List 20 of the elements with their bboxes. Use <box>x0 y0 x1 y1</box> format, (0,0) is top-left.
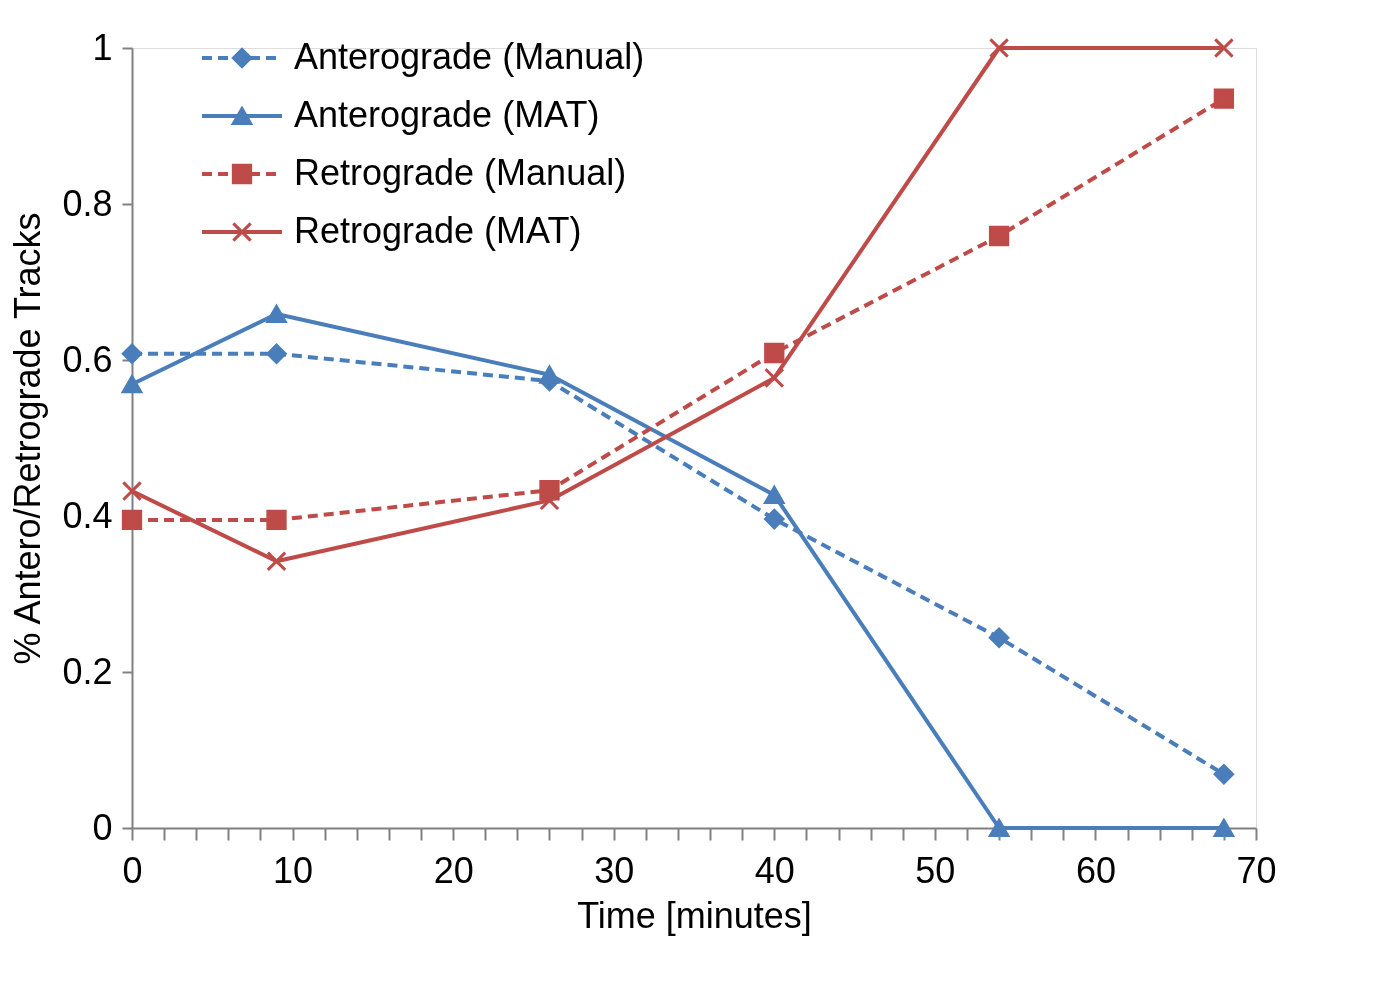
y-tick-label: 0.2 <box>62 650 113 692</box>
x-tick-label: 0 <box>122 849 143 891</box>
x-tick-label: 40 <box>754 849 795 891</box>
y-tick-label: 1 <box>92 26 113 68</box>
y-tick-label: 0.4 <box>62 494 113 536</box>
x-tick-label: 50 <box>915 849 956 891</box>
y-tick-label: 0 <box>92 806 113 848</box>
legend-label: Anterograde (Manual) <box>294 36 645 77</box>
x-tick-label: 20 <box>433 849 474 891</box>
legend-label: Retrograde (Manual) <box>294 152 627 193</box>
y-tick-label: 0.6 <box>62 338 113 380</box>
x-axis-title: Time [minutes] <box>577 894 812 936</box>
y-axis-title: % Antero/Retrograde Tracks <box>7 212 49 665</box>
x-tick-label: 70 <box>1236 849 1277 891</box>
x-tick-label: 10 <box>273 849 314 891</box>
x-tick-label: 60 <box>1075 849 1116 891</box>
legend-label: Retrograde (MAT) <box>294 210 582 251</box>
y-tick-label: 0.8 <box>62 182 113 224</box>
legend-label: Anterograde (MAT) <box>294 94 600 135</box>
x-tick-label: 30 <box>594 849 635 891</box>
